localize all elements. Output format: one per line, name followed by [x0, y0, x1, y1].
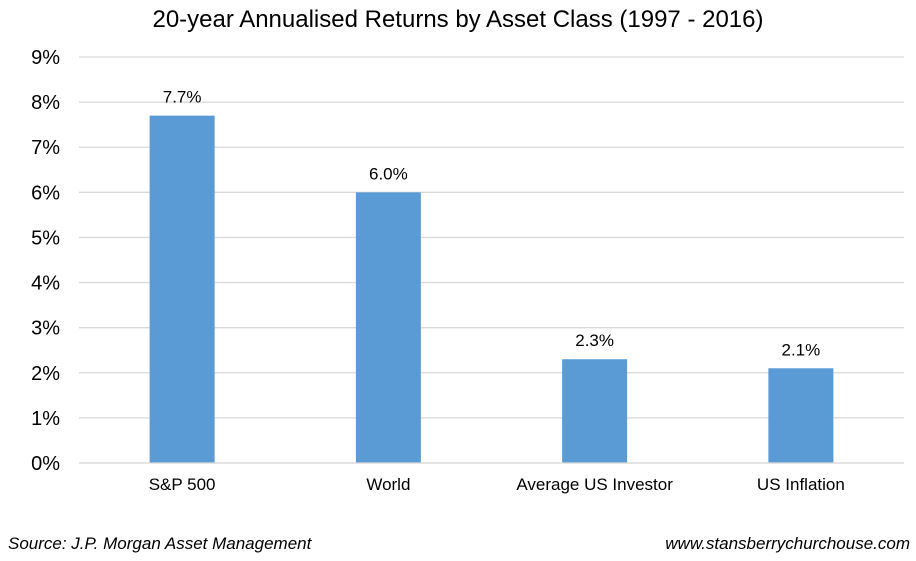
y-tick-label: 2%: [31, 363, 60, 385]
y-tick-label: 7%: [31, 137, 60, 159]
bar-chart: 20-year Annualised Returns by Asset Clas…: [31, 6, 904, 494]
x-category-label: US Inflation: [757, 475, 845, 494]
bars: [149, 115, 834, 464]
source-note: Source: J.P. Morgan Asset Management: [8, 534, 312, 553]
data-label: 6.0%: [369, 164, 408, 183]
data-label: 2.3%: [575, 331, 614, 350]
bar: [562, 359, 628, 463]
x-category-label: World: [366, 475, 410, 494]
x-axis-categories: S&P 500 World Average US Investor US Inflat…: [149, 475, 845, 494]
x-category-label: Average US Investor: [516, 475, 673, 494]
y-tick-label: 1%: [31, 408, 60, 430]
y-tick-label: 4%: [31, 273, 60, 295]
chart-title: 20-year Annualised Returns by Asset Clas…: [152, 6, 763, 33]
data-label: 2.1%: [782, 340, 821, 359]
y-tick-label: 9%: [31, 47, 60, 69]
bar: [768, 368, 834, 463]
y-tick-label: 3%: [31, 318, 60, 340]
x-category-label: S&P 500: [149, 475, 216, 494]
y-tick-label: 8%: [31, 92, 60, 114]
y-tick-label: 0%: [31, 453, 60, 475]
y-axis-ticks: 0% 1% 2% 3% 4% 5% 6% 7% 8% 9%: [31, 47, 60, 475]
bar: [149, 115, 215, 464]
website-url: www.stansberrychurchouse.com: [665, 534, 910, 553]
gridlines: [79, 56, 904, 464]
y-tick-label: 6%: [31, 182, 60, 204]
data-label: 7.7%: [163, 88, 202, 107]
data-labels: 7.7% 6.0% 2.3% 2.1%: [163, 88, 821, 360]
y-tick-label: 5%: [31, 227, 60, 249]
bar: [355, 192, 421, 464]
